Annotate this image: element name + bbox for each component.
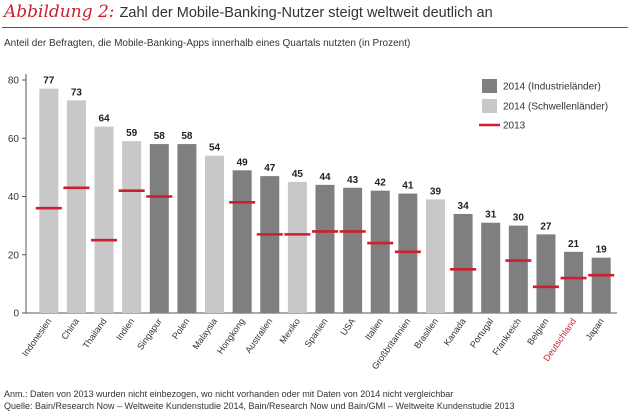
x-tick-label: Polen [170, 316, 191, 341]
value-label: 19 [596, 245, 608, 256]
bar-polen [177, 144, 197, 313]
x-tick-label: Brasilien [412, 316, 440, 350]
x-tick-label: Malaysia [191, 316, 220, 351]
bar-mexiko [287, 181, 307, 313]
value-label: 64 [98, 114, 110, 125]
bar-deutschland [564, 251, 584, 313]
chart-subtitle: Anteil der Befragten, die Mobile-Banking… [4, 38, 411, 49]
bar-china [66, 100, 86, 313]
x-tick-label: Spanien [303, 316, 330, 349]
value-label: 44 [319, 172, 331, 183]
legend-label: 2013 [503, 121, 526, 132]
x-tick-label: Kanada [442, 316, 468, 347]
legend-swatch-industrial [482, 79, 497, 93]
bar-brasilien [425, 199, 445, 313]
x-tick-label: Indonesien [20, 316, 53, 358]
footnote-note: Anm.: Daten von 2013 wurden nicht einbez… [4, 389, 454, 399]
x-tick-label: Belgien [525, 316, 550, 346]
value-label: 21 [568, 239, 580, 250]
chart-title: Zahl der Mobile-Banking-Nutzer steigt we… [119, 5, 493, 21]
bar-indonesien [39, 88, 59, 313]
legend-label: 2014 (Industrieländer) [503, 82, 601, 93]
figure-label: Abbildung 2: [4, 2, 115, 22]
x-tick-label: Indien [114, 316, 136, 342]
y-tick-label: 0 [13, 309, 19, 320]
chart-header: Abbildung 2: Zahl der Mobile-Banking-Nutz… [4, 2, 626, 26]
x-tick-label: China [59, 316, 81, 341]
value-label: 42 [375, 178, 387, 189]
value-label: 47 [264, 163, 276, 174]
legend-label: 2014 (Schwellenländer) [503, 102, 608, 113]
bar-japan [591, 257, 611, 313]
value-label: 58 [181, 131, 193, 142]
bar-malaysia [205, 155, 225, 313]
value-label: 27 [540, 221, 552, 232]
value-label: 45 [292, 169, 304, 180]
value-label: 59 [126, 128, 138, 139]
value-label: 73 [71, 87, 83, 98]
value-label: 34 [458, 201, 470, 212]
bar-belgien [536, 234, 556, 313]
x-tick-label: Thailand [81, 316, 109, 350]
bar-frankreich [508, 225, 528, 313]
y-tick-label: 20 [8, 250, 20, 261]
bar-spanien [315, 184, 335, 313]
y-tick-label: 40 [8, 192, 20, 203]
value-label: 31 [485, 210, 497, 221]
value-label: 49 [237, 157, 249, 168]
value-label: 54 [209, 143, 221, 154]
value-label: 39 [430, 186, 442, 197]
legend-swatch-emerging [482, 99, 497, 113]
y-tick-label: 80 [8, 76, 20, 87]
value-label: 77 [43, 76, 55, 87]
bar-singapur [149, 144, 169, 313]
bar-usa [343, 187, 363, 313]
bar-thailand [94, 126, 114, 313]
bar-hongkong [232, 170, 252, 313]
x-tick-label: Italien [363, 316, 385, 341]
x-tick-label: USA [338, 316, 357, 337]
bar-italien [370, 190, 390, 313]
value-label: 41 [402, 181, 414, 192]
bar-indien [122, 141, 142, 313]
bar-chart: 0 20 40 60 80 77 Indonesien 73 China 64 Thailand 59… [8, 74, 617, 371]
bar-portugal [481, 222, 501, 313]
x-tick-label: Hongkong [215, 316, 247, 355]
x-tick-label: Singapur [135, 316, 164, 351]
value-label: 58 [154, 131, 166, 142]
x-tick-label: Australien [243, 316, 274, 355]
bar-australien [260, 176, 280, 313]
x-tick-label: Japan [584, 316, 606, 342]
y-tick-label: 60 [8, 134, 20, 145]
bar-großbritannien [398, 193, 418, 313]
title-rule [2, 27, 628, 28]
x-tick-label: Mexiko [277, 316, 302, 345]
x-tick-label: Frankreich [490, 316, 523, 357]
x-tick-label: Portugal [468, 316, 495, 349]
bar-kanada [453, 213, 473, 313]
footnote-source: Quelle: Bain/Research Now – Weltweite Ku… [4, 401, 515, 411]
value-label: 30 [513, 213, 525, 224]
value-label: 43 [347, 175, 359, 186]
